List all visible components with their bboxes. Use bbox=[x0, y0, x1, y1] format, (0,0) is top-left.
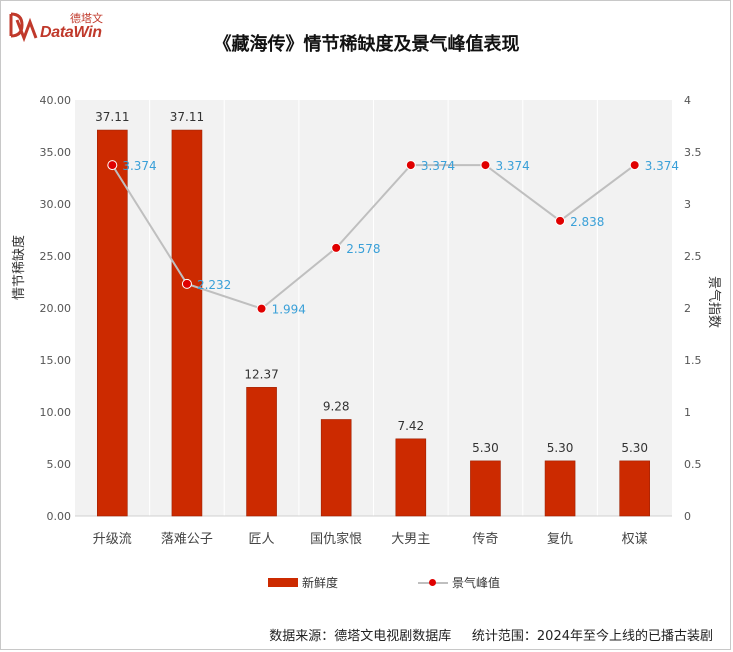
y-left-tick-label: 35.00 bbox=[40, 146, 72, 159]
line-value-label: 2.232 bbox=[197, 278, 231, 292]
y-left-tick-label: 30.00 bbox=[40, 198, 72, 211]
line-point bbox=[107, 160, 118, 171]
line-point bbox=[181, 278, 192, 289]
legend-bar-label: 新鲜度 bbox=[302, 576, 339, 590]
bar-value-label: 37.11 bbox=[95, 110, 129, 124]
y-right-tick-label: 2 bbox=[684, 302, 691, 315]
line-value-label: 2.578 bbox=[346, 242, 380, 256]
bar bbox=[171, 129, 203, 517]
y-right-tick-label: 0 bbox=[684, 510, 691, 523]
line-value-label: 3.374 bbox=[645, 159, 679, 173]
y-left-tick-label: 10.00 bbox=[40, 406, 72, 419]
footer-source: 数据来源：德塔文电视剧数据库 bbox=[269, 629, 452, 644]
bar bbox=[619, 460, 650, 517]
line-point bbox=[405, 160, 416, 171]
line-value-label: 3.374 bbox=[421, 159, 455, 173]
y-left-tick-label: 15.00 bbox=[40, 354, 72, 367]
y-axis-right-label: 景气指数 bbox=[706, 276, 721, 329]
line-value-label: 3.374 bbox=[122, 159, 156, 173]
bar bbox=[470, 460, 501, 517]
x-tick-label: 复仇 bbox=[547, 532, 573, 547]
logo-en-text: DataWin bbox=[40, 24, 102, 41]
y-left-tick-label: 40.00 bbox=[40, 94, 72, 107]
legend-item-line: 景气峰值 bbox=[418, 574, 500, 591]
y-right-tick-label: 1 bbox=[684, 406, 691, 419]
legend-item-bar: 新鲜度 bbox=[268, 574, 338, 591]
legend-line-label: 景气峰值 bbox=[452, 576, 501, 590]
line-value-label: 1.994 bbox=[272, 303, 306, 317]
x-tick-label: 升级流 bbox=[93, 532, 132, 547]
datawin-logo: 德塔文 DataWin bbox=[8, 10, 128, 44]
legend-bar-swatch bbox=[268, 578, 298, 587]
y-right-tick-label: 4 bbox=[684, 94, 691, 107]
line-series bbox=[111, 164, 636, 310]
line-point bbox=[256, 303, 267, 314]
footer-scope: 统计范围：2024年至今上线的已播古装剧 bbox=[471, 629, 713, 644]
bar-value-label: 5.30 bbox=[472, 441, 499, 455]
line-value-label: 3.374 bbox=[495, 159, 529, 173]
x-tick-label: 国仇家恨 bbox=[310, 531, 362, 547]
bar-value-label: 37.11 bbox=[170, 110, 204, 124]
footer: 数据来源：德塔文电视剧数据库 统计范围：2024年至今上线的已播古装剧 bbox=[269, 625, 713, 644]
x-tick-label: 落难公子 bbox=[161, 532, 213, 547]
bar bbox=[544, 460, 576, 517]
line-point bbox=[480, 160, 491, 171]
x-tick-label: 大男主 bbox=[391, 532, 430, 547]
y-right-tick-label: 0.5 bbox=[684, 458, 702, 471]
bar bbox=[246, 387, 277, 517]
logo-mark-icon bbox=[9, 12, 38, 43]
bar-value-label: 5.30 bbox=[547, 441, 574, 455]
bar-value-label: 12.37 bbox=[244, 367, 278, 381]
y-left-tick-label: 0.00 bbox=[47, 510, 72, 523]
x-tick-label: 匠人 bbox=[249, 532, 275, 547]
line-point bbox=[629, 160, 640, 171]
y-right-tick-label: 3 bbox=[684, 198, 691, 211]
line-point bbox=[555, 215, 566, 226]
chart-title: 《藏海传》情节稀缺度及景气峰值表现 bbox=[213, 34, 520, 55]
y-left-tick-label: 5.00 bbox=[47, 458, 72, 471]
y-axis-left-label: 情节稀缺度 bbox=[12, 234, 27, 300]
bar-value-label: 7.42 bbox=[397, 419, 424, 433]
bar-value-label: 5.30 bbox=[621, 441, 648, 455]
y-right-tick-label: 2.5 bbox=[684, 250, 702, 263]
bar-value-label: 9.28 bbox=[323, 399, 350, 413]
x-tick-label: 权谋 bbox=[622, 531, 648, 547]
bar bbox=[97, 129, 128, 517]
y-right-tick-label: 1.5 bbox=[684, 354, 702, 367]
logo-cn-text: 德塔文 bbox=[70, 12, 103, 25]
y-left-tick-label: 20.00 bbox=[40, 302, 72, 315]
x-tick-label: 传奇 bbox=[472, 531, 498, 547]
legend: 新鲜度 景气峰值 bbox=[0, 574, 733, 594]
bar bbox=[320, 419, 352, 517]
legend-line-swatch bbox=[418, 577, 448, 589]
y-right-tick-label: 3.5 bbox=[684, 146, 702, 159]
bar bbox=[395, 438, 427, 517]
line-point bbox=[331, 242, 342, 253]
y-left-tick-label: 25.00 bbox=[40, 250, 72, 263]
line-value-label: 2.838 bbox=[570, 215, 604, 229]
